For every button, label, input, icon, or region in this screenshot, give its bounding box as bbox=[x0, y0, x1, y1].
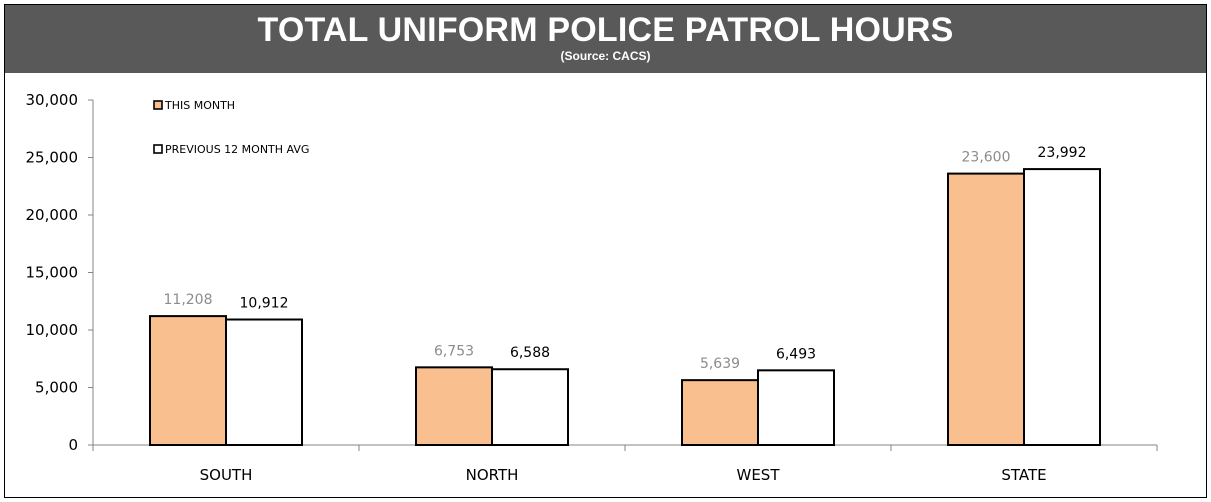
bar-previous-12-month-avg bbox=[225, 318, 303, 446]
legend-label-previous-avg: PREVIOUS 12 MONTH AVG bbox=[165, 143, 309, 156]
data-label-previous-avg: 10,912 bbox=[240, 296, 289, 312]
x-tick-label: STATE bbox=[1001, 466, 1046, 484]
bar-this-month bbox=[415, 366, 493, 447]
legend: THIS MONTH PREVIOUS 12 MONTH AVG bbox=[153, 99, 309, 156]
bars bbox=[149, 168, 1101, 447]
data-label-previous-avg: 23,992 bbox=[1038, 145, 1087, 161]
legend-label-this-month: THIS MONTH bbox=[164, 99, 235, 112]
bar-previous-12-month-avg bbox=[757, 369, 835, 447]
bar-this-month bbox=[947, 172, 1025, 446]
y-tick-label: 5,000 bbox=[35, 379, 78, 397]
data-label-previous-avg: 6,493 bbox=[776, 346, 816, 362]
x-tick-label: SOUTH bbox=[200, 466, 253, 484]
y-tick-label: 25,000 bbox=[26, 149, 79, 167]
x-tick-label: WEST bbox=[737, 466, 781, 484]
y-tick-label: 0 bbox=[68, 436, 78, 454]
chart-subtitle: (Source: CACS) bbox=[560, 49, 651, 63]
data-label-this-month: 23,600 bbox=[962, 150, 1011, 166]
bar-this-month bbox=[149, 315, 227, 446]
bar-previous-12-month-avg bbox=[491, 368, 569, 447]
chart-header: TOTAL UNIFORM POLICE PATROL HOURS (Sourc… bbox=[5, 5, 1206, 73]
bar-previous-12-month-avg bbox=[1023, 168, 1101, 446]
data-labels: 11,208 10,912 6,753 6,588 5,639 6,493 23,600 23… bbox=[164, 145, 1087, 372]
data-label-this-month: 6,753 bbox=[434, 343, 474, 359]
legend-swatch-previous-avg bbox=[153, 144, 163, 154]
data-label-previous-avg: 6,588 bbox=[510, 345, 550, 361]
y-tick-label: 15,000 bbox=[26, 264, 79, 282]
y-tick-label: 20,000 bbox=[26, 206, 79, 224]
bar-this-month bbox=[681, 379, 759, 446]
y-tick-label: 10,000 bbox=[26, 321, 79, 339]
y-tick-label: 30,000 bbox=[26, 91, 79, 109]
data-label-this-month: 11,208 bbox=[164, 292, 213, 308]
legend-swatch-this-month bbox=[153, 100, 163, 110]
x-tick-label: NORTH bbox=[466, 466, 519, 484]
data-label-this-month: 5,639 bbox=[700, 356, 740, 372]
chart-title: TOTAL UNIFORM POLICE PATROL HOURS bbox=[257, 11, 954, 49]
